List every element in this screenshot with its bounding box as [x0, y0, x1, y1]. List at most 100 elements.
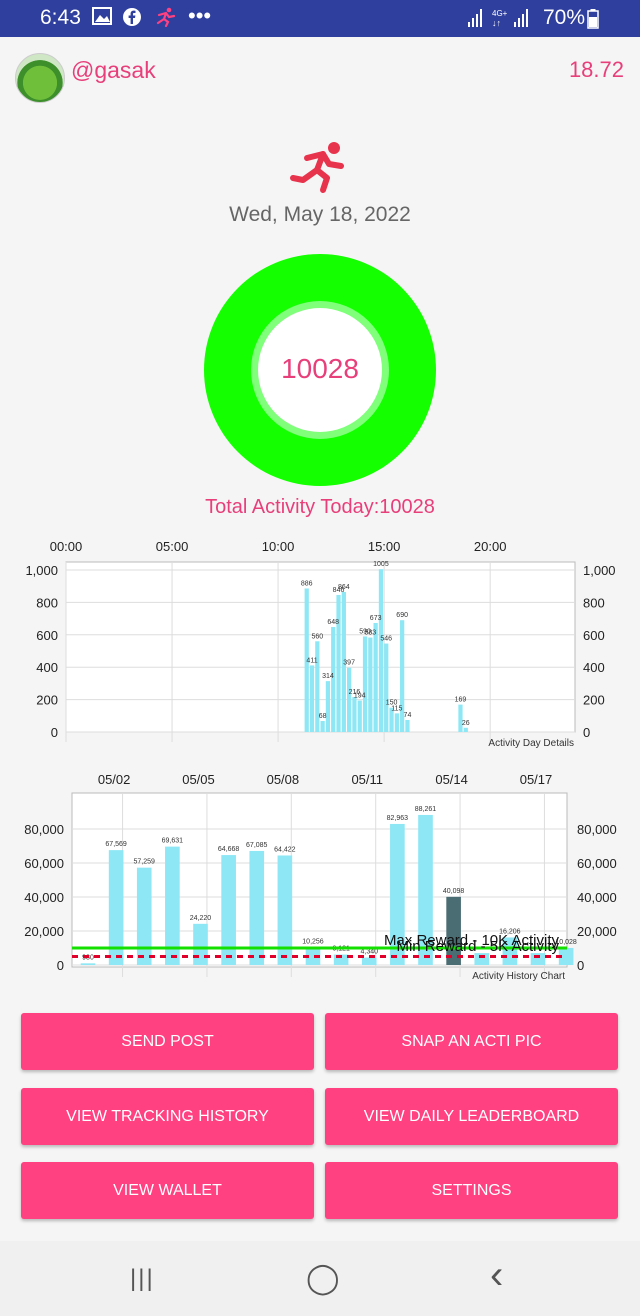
recents-icon[interactable]: |||	[130, 1265, 155, 1292]
hist-bar-label: 57,259	[134, 859, 156, 866]
day-bar	[389, 707, 394, 732]
avatar[interactable]	[15, 53, 65, 103]
hist-bar-label: 64,422	[274, 846, 296, 853]
hist-bar-label: 4,340	[360, 949, 378, 956]
day-y-tick-right: 600	[583, 628, 605, 643]
day-y-tick-right: 200	[583, 693, 605, 708]
day-bar	[378, 569, 384, 732]
hist-bar	[305, 947, 321, 965]
day-bar-label: 68	[319, 713, 327, 720]
day-bar-label: 590	[359, 628, 371, 635]
hist-bar	[221, 855, 236, 965]
username[interactable]: @gasak	[71, 57, 156, 83]
hist-x-tick: 05/11	[351, 772, 383, 787]
hist-x-tick: 05/05	[182, 772, 215, 787]
hist-y-tick-left: 60,000	[24, 856, 64, 871]
svg-text:↓↑: ↓↑	[492, 18, 501, 28]
day-bar	[315, 641, 320, 732]
hist-bar	[361, 957, 377, 965]
day-bar	[400, 620, 405, 732]
hist-bar-label: 69,631	[162, 838, 184, 845]
day-bar-label: 397	[343, 660, 355, 667]
hist-bar-label: 64,668	[218, 846, 240, 853]
day-bar-label: 314	[322, 673, 334, 680]
day-bar-label: 26	[462, 720, 470, 727]
day-y-tick-right: 400	[583, 660, 605, 675]
back-icon[interactable]: ‹	[490, 1253, 504, 1297]
hist-x-tick: 05/02	[98, 772, 131, 787]
day-y-tick-left: 600	[36, 628, 58, 643]
snap-pic-button[interactable]: SNAP AN ACTI PIC	[325, 1013, 618, 1070]
svg-text:4G+: 4G+	[492, 9, 508, 18]
hist-bar	[474, 953, 490, 965]
signal-icon: 4G+ ↓↑	[466, 7, 546, 34]
view-daily-leaderboard-button[interactable]: VIEW DAILY LEADERBOARD	[325, 1088, 618, 1145]
hist-x-tick: 05/08	[267, 772, 300, 787]
status-time: 6:43	[40, 6, 81, 29]
hist-y-tick-left: 40,000	[24, 890, 64, 905]
hist-bar-label: 88,261	[415, 806, 437, 813]
hist-bar	[390, 823, 405, 965]
gallery-icon	[92, 7, 112, 30]
hist-bar	[165, 846, 180, 965]
hist-bar	[80, 963, 96, 965]
day-bar	[352, 697, 357, 732]
day-bar-label: 150	[386, 700, 398, 707]
balance: 18.72	[568, 57, 624, 82]
hist-bar-label: 67,569	[105, 841, 127, 848]
hist-x-tick: 05/14	[435, 772, 468, 787]
day-bar-label: 673	[370, 615, 382, 622]
status-bar: 6:43 ••• 4G+ ↓↑ 70%	[0, 0, 640, 37]
hist-y-tick-left: 20,000	[24, 924, 64, 939]
hist-bar	[136, 867, 152, 965]
view-wallet-button[interactable]: VIEW WALLET	[21, 1162, 314, 1219]
day-x-tick: 00:00	[50, 539, 83, 554]
hist-bar-label: 40,098	[443, 888, 465, 895]
day-y-tick-right: 0	[583, 725, 590, 740]
activity-history-chart: 80,000 80,000 60,000 60,000 40,000 40,000 20,0…	[24, 772, 617, 982]
day-bar-label: 216	[349, 689, 361, 696]
send-post-button[interactable]: SEND POST	[21, 1013, 314, 1070]
hist-y-tick-right: 20,000	[577, 924, 617, 939]
hist-y-tick-right: 60,000	[577, 856, 617, 871]
min-reward-label: Min Reward - 5K Activity	[396, 938, 559, 955]
day-bar	[304, 588, 309, 732]
settings-button[interactable]: SETTINGS	[325, 1162, 618, 1219]
day-bar-label: 886	[301, 580, 313, 587]
hist-bar	[277, 855, 293, 965]
app-header: @gasak 18.72	[0, 37, 640, 107]
day-bar	[394, 713, 399, 732]
activity-ring: 10028	[204, 254, 436, 486]
day-bar-label: 169	[455, 697, 467, 704]
hist-x-tick: 05/17	[520, 772, 553, 787]
day-bar-label: 194	[354, 693, 366, 700]
day-bar	[357, 700, 362, 732]
day-x-tick: 05:00	[156, 539, 189, 554]
home-icon[interactable]: ◯	[306, 1262, 340, 1295]
day-y-tick-left: 200	[36, 693, 58, 708]
ring-center: 10028	[258, 308, 382, 432]
day-bar	[331, 627, 336, 732]
hist-bar-label: 82,963	[387, 815, 409, 822]
day-bar-label: 1005	[373, 561, 389, 568]
activity-date: Wed, May 18, 2022	[229, 203, 411, 226]
day-bar-label: 74	[404, 712, 412, 719]
view-tracking-history-button[interactable]: VIEW TRACKING HISTORY	[21, 1088, 314, 1145]
day-bar	[320, 720, 325, 732]
day-bar	[309, 665, 315, 732]
hist-bar	[333, 954, 349, 965]
day-bar-label: 690	[396, 612, 408, 619]
day-bar	[347, 667, 352, 732]
hist-y-tick-left: 0	[57, 958, 64, 973]
day-bar-label: 648	[327, 619, 339, 626]
max-reward-label: Max Reward - 10K Activity	[384, 932, 560, 949]
battery-percent: 70%	[543, 6, 586, 29]
hist-bar-label: 10,256	[302, 939, 324, 946]
hist-bar	[558, 947, 574, 965]
day-y-tick-left: 800	[36, 595, 58, 610]
runner-icon	[290, 142, 344, 193]
day-y-tick-right: 800	[583, 595, 605, 610]
hist-bar	[108, 850, 124, 965]
runner-notification-icon	[154, 7, 176, 32]
day-bar-label: 846	[333, 587, 345, 594]
